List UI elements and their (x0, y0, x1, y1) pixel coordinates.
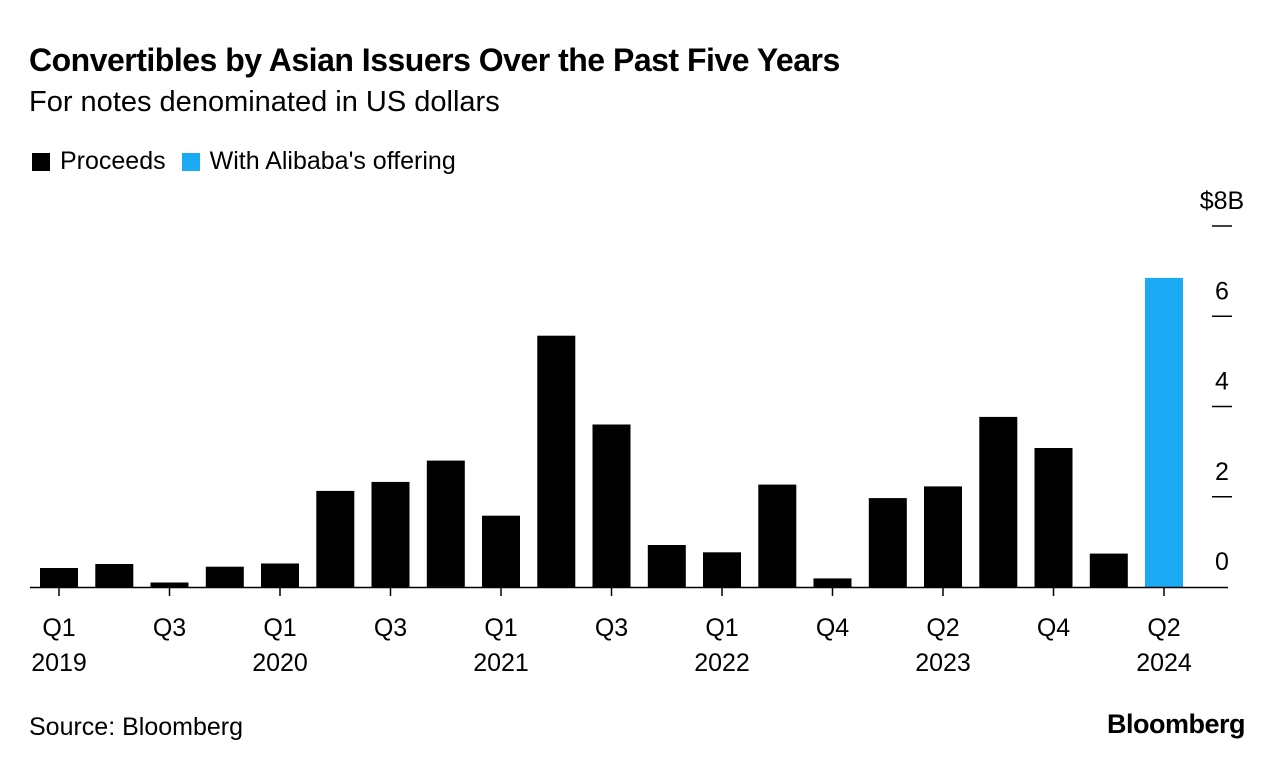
brand-logo: Bloomberg (1106, 709, 1246, 739)
bar-q3-2019 (150, 582, 189, 587)
bar-q3-2020 (371, 481, 410, 587)
x-tick-label-quarter: Q3 (153, 614, 186, 642)
x-tick-label-quarter: Q1 (484, 614, 517, 642)
bar-q4-2020 (426, 460, 465, 587)
bar-q2-2019 (95, 564, 134, 587)
bar-q3-2023 (1034, 448, 1073, 587)
y-tick-label-8: $8B (1200, 187, 1244, 215)
x-tick-label-quarter: Q3 (595, 614, 628, 642)
legend-item-alibaba: With Alibaba's offering (181, 147, 456, 176)
x-tick-label-year: 2024 (1136, 649, 1192, 677)
bar-q2-2023 (979, 416, 1018, 587)
x-tick-label-quarter: Q4 (1037, 614, 1070, 642)
bar-q2-2022 (758, 484, 797, 587)
x-tick-label-year: 2022 (694, 649, 750, 677)
bar-q2-2021 (537, 335, 576, 587)
legend: Proceeds With Alibaba's offering (32, 147, 472, 176)
legend-swatch-proceeds (32, 152, 50, 171)
bar-q1-2019 (40, 568, 78, 587)
x-tick-label-quarter: Q2 (1147, 614, 1180, 642)
x-tick-label-quarter: Q1 (42, 614, 75, 642)
legend-item-proceeds: Proceeds (32, 147, 166, 176)
chart-title: Convertibles by Asian Issuers Over the P… (29, 42, 840, 78)
x-tick-label-quarter: Q1 (263, 614, 296, 642)
x-tick-label-quarter: Q2 (926, 614, 959, 642)
y-tick-label-4: 4 (1215, 368, 1229, 396)
source-note: Source: Bloomberg (29, 713, 244, 741)
bar-q4-2019 (205, 566, 244, 587)
legend-label-proceeds: Proceeds (60, 147, 166, 175)
x-tick-label-quarter: Q1 (705, 614, 738, 642)
bar-q1-2020 (261, 563, 299, 587)
legend-swatch-alibaba (181, 152, 200, 171)
bar-q4-2021 (647, 545, 686, 587)
y-tick-label-6: 6 (1215, 277, 1229, 305)
y-tick-label-0: 0 (1215, 548, 1229, 576)
legend-label-alibaba: With Alibaba's offering (209, 147, 456, 175)
y-tick-label-2: 2 (1215, 458, 1229, 486)
x-tick-label-year: 2019 (31, 649, 87, 677)
x-tick-label-quarter: Q3 (374, 614, 407, 642)
bar-q4-2022 (868, 498, 907, 587)
x-tick-label-quarter: Q4 (816, 614, 849, 642)
bar-q1-2022 (703, 552, 741, 587)
bar-q1-2024 (1145, 277, 1183, 587)
bar-q3-2022 (813, 578, 852, 587)
bar-q1-2021 (482, 515, 520, 587)
bar-q1-2023 (924, 486, 962, 587)
chart-subtitle: For notes denominated in US dollars (29, 86, 500, 118)
x-tick-label-year: 2020 (252, 649, 308, 677)
bar-q4-2023 (1089, 553, 1128, 587)
x-tick-label-year: 2021 (473, 649, 529, 677)
bar-q3-2021 (592, 424, 631, 587)
bar-q2-2020 (316, 490, 355, 587)
x-tick-label-year: 2023 (915, 649, 971, 677)
